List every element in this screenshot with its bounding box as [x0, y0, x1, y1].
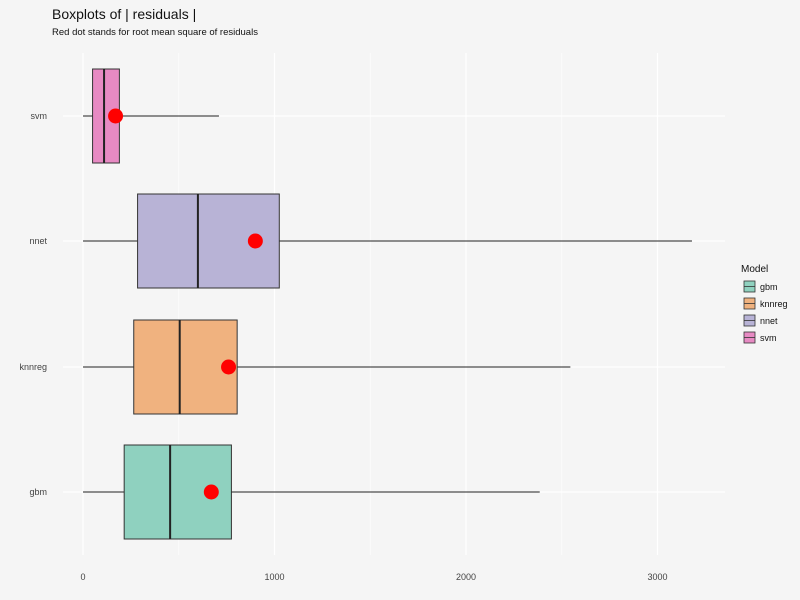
- legend-title: Model: [741, 264, 768, 275]
- x-tick-label: 0: [80, 572, 85, 582]
- y-tick-label: svm: [31, 111, 48, 121]
- legend-label: knnreg: [760, 299, 788, 309]
- legend-label: svm: [760, 333, 777, 343]
- chart-subtitle: Red dot stands for root mean square of r…: [52, 27, 258, 38]
- y-tick-labels: svm nnet knnreg gbm: [19, 111, 47, 497]
- x-tick-label: 1000: [264, 572, 284, 582]
- x-tick-label: 2000: [456, 572, 476, 582]
- y-tick-label: gbm: [29, 487, 47, 497]
- box-gbm: [83, 444, 540, 540]
- box-nnet: [83, 193, 692, 289]
- y-tick-label: nnet: [29, 236, 47, 246]
- legend-label: gbm: [760, 282, 778, 292]
- legend-item-gbm: gbm: [743, 280, 778, 293]
- legend-label: nnet: [760, 316, 778, 326]
- chart-title: Boxplots of | residuals |: [52, 6, 196, 22]
- legend-item-svm: svm: [743, 331, 777, 344]
- rmse-dot: [203, 484, 219, 500]
- legend-item-knnreg: knnreg: [743, 297, 788, 310]
- rmse-dot: [108, 108, 124, 124]
- legend: Model gbm knnreg nnet svm: [741, 264, 788, 344]
- y-tick-label: knnreg: [19, 362, 47, 372]
- box-svm: [83, 68, 219, 164]
- rmse-dot: [247, 233, 263, 249]
- legend-item-nnet: nnet: [743, 314, 778, 327]
- iqr-box: [133, 319, 238, 415]
- box-knnreg: [83, 319, 571, 415]
- x-tick-labels: 0 1000 2000 3000: [80, 572, 667, 582]
- boxes: [83, 68, 692, 540]
- x-tick-label: 3000: [647, 572, 667, 582]
- rmse-dot: [221, 359, 237, 375]
